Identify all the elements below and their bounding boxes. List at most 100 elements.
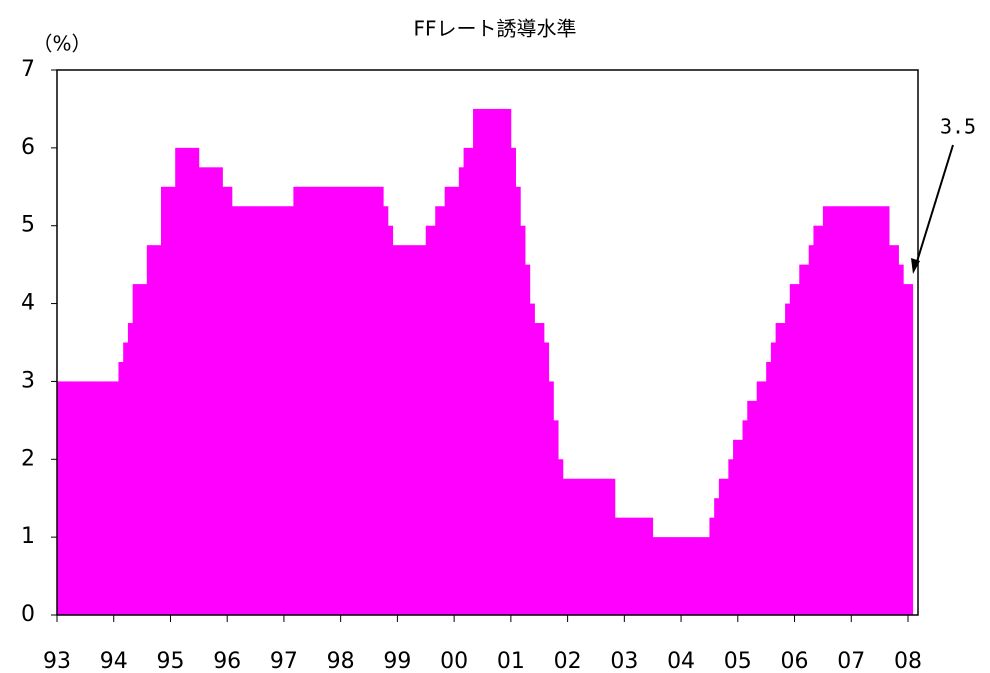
bar	[851, 206, 857, 615]
x-tick-label: 07	[837, 649, 865, 673]
bar	[699, 537, 706, 615]
bar	[241, 206, 247, 615]
y-tick-label: 0	[21, 602, 35, 627]
bar	[378, 186, 384, 616]
bar	[416, 245, 422, 615]
bar	[127, 323, 134, 615]
bar	[666, 537, 673, 615]
bar	[350, 186, 356, 616]
bar	[548, 381, 554, 615]
bar	[421, 245, 427, 615]
x-tick-label: 97	[270, 649, 298, 673]
bar	[236, 206, 242, 615]
bar	[737, 439, 743, 615]
y-tick-label: 7	[21, 57, 35, 82]
bar	[137, 284, 143, 615]
bar	[789, 284, 795, 615]
x-tick-label: 96	[213, 649, 241, 673]
bar	[860, 206, 866, 615]
bar	[109, 381, 115, 615]
bar	[146, 245, 152, 615]
bar	[837, 206, 843, 615]
bar	[383, 206, 389, 615]
bar	[189, 147, 195, 615]
x-tick-label: 05	[724, 649, 752, 673]
bar	[496, 108, 502, 615]
bar	[534, 323, 540, 615]
plot-frame	[56, 69, 919, 616]
x-tick-label: 02	[554, 649, 582, 673]
bar	[142, 284, 148, 615]
bar	[785, 303, 791, 615]
bar	[161, 186, 167, 616]
bar	[57, 381, 63, 615]
bar	[373, 186, 379, 616]
bar	[260, 206, 266, 615]
bar	[671, 537, 677, 615]
bar	[269, 206, 275, 615]
bar	[510, 147, 516, 615]
bar	[265, 206, 271, 615]
bar	[439, 206, 446, 615]
arrow-head	[911, 258, 920, 274]
bar	[298, 186, 304, 616]
bar	[529, 303, 535, 615]
x-tick-label: 98	[327, 649, 355, 673]
bar	[685, 537, 691, 615]
bar	[577, 478, 583, 615]
bar	[184, 147, 190, 615]
bar	[491, 108, 498, 615]
bar	[430, 225, 436, 615]
bar	[435, 206, 441, 615]
bar	[751, 400, 758, 615]
bar	[302, 186, 308, 616]
bar	[80, 381, 86, 615]
bar	[156, 245, 162, 615]
x-tick-label: 03	[610, 649, 638, 673]
bar	[562, 478, 568, 615]
bar	[71, 381, 77, 615]
bar	[151, 245, 157, 615]
bar	[66, 381, 72, 615]
bar	[317, 186, 323, 616]
bar	[539, 323, 545, 615]
bar	[718, 478, 725, 615]
x-tick-label: 08	[894, 649, 922, 673]
bar	[766, 361, 772, 615]
bar	[90, 381, 96, 615]
bar	[728, 459, 734, 615]
bar	[662, 537, 668, 615]
bar	[775, 323, 781, 615]
x-tick-label: 93	[43, 649, 71, 673]
bar	[402, 245, 408, 615]
bar	[733, 439, 739, 615]
bar	[624, 517, 630, 615]
bar	[364, 186, 370, 616]
bar	[595, 478, 602, 615]
bar	[586, 478, 592, 615]
x-tick-label: 04	[667, 649, 695, 673]
bar	[458, 167, 464, 616]
bar	[331, 186, 337, 616]
bar	[274, 206, 280, 615]
bar	[321, 186, 327, 616]
bar	[227, 186, 233, 616]
bar	[908, 284, 914, 615]
bar	[676, 537, 682, 615]
bar	[889, 245, 895, 615]
bar	[704, 537, 710, 615]
bar	[179, 147, 186, 615]
bar	[359, 186, 365, 616]
bar	[246, 206, 252, 615]
x-tick-label: 00	[440, 649, 468, 673]
bar	[222, 186, 228, 616]
chart-title: FFレート誘導水準	[413, 17, 576, 41]
bar	[742, 420, 748, 615]
bar	[501, 108, 507, 615]
bar	[761, 381, 767, 615]
bar	[520, 225, 526, 615]
bar	[558, 459, 564, 615]
bar	[709, 517, 715, 615]
bar	[312, 186, 318, 616]
bar	[822, 206, 829, 615]
